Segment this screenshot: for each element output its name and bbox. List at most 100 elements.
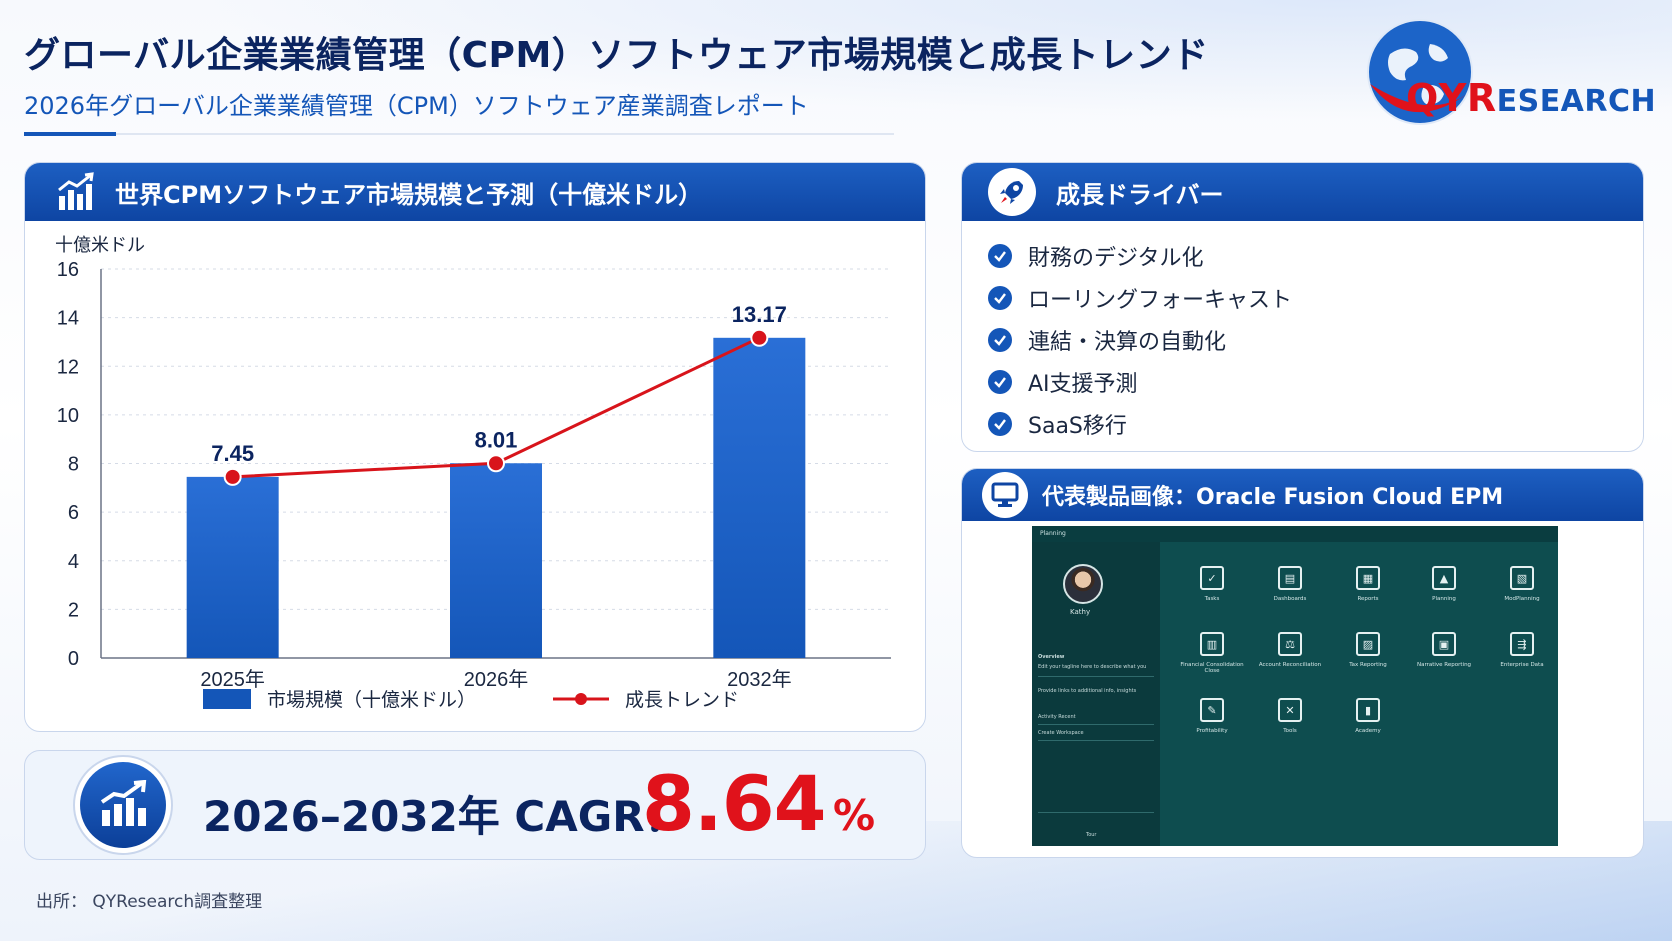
market-size-chart: 十億米ドル 0 2 4 6 8 10 12 14 16 2025年 2026年 2032年 7.45 8.0…	[55, 235, 891, 711]
source-note: 出所： QYResearch調査整理	[36, 892, 263, 912]
trend-point	[487, 454, 505, 473]
module-icon: ⚖	[1278, 632, 1302, 656]
module-icon: ▲	[1432, 566, 1456, 590]
cagr-value: 8.64	[642, 759, 827, 848]
sidebar-divider	[1038, 724, 1154, 725]
module-tile[interactable]: ▮ Academy	[1336, 698, 1400, 734]
cagr-label: 2026–2032年 CAGR：	[203, 792, 687, 841]
module-label: Reports	[1357, 596, 1379, 602]
module-tile[interactable]: ⚖ Account Reconciliation	[1258, 632, 1322, 668]
x-tick-label: 2032年	[727, 668, 792, 691]
module-tile[interactable]: ▦ Reports	[1336, 566, 1400, 602]
y-tick-label: 10	[57, 405, 79, 427]
bar-0	[186, 476, 279, 658]
module-icon: ▦	[1356, 566, 1380, 590]
screenshot-topbar: Planning	[1032, 526, 1558, 542]
module-tile[interactable]: ▣ Narrative Reporting	[1412, 632, 1476, 668]
qyresearch-logo: QYRESEARCH	[1360, 14, 1656, 134]
module-tile[interactable]: ▨ Tax Reporting	[1336, 632, 1400, 668]
module-label: Profitability	[1196, 728, 1228, 734]
oracle-epm-screenshot: Planning Kathy Overview Edit your taglin…	[1032, 526, 1558, 846]
module-label: Dashboards	[1273, 596, 1307, 602]
module-label: Enterprise Data	[1500, 662, 1544, 668]
module-tile[interactable]: ▲ Planning	[1412, 566, 1476, 602]
y-tick-label: 8	[68, 454, 79, 476]
driver-item: SaaS移行	[988, 403, 1292, 445]
module-tile[interactable]: ▧ ModPlanning	[1490, 566, 1554, 602]
module-label: Financial Consolidation Close	[1180, 662, 1244, 674]
module-icon: ✕	[1278, 698, 1302, 722]
legend-bar-swatch	[203, 689, 251, 709]
module-label: ModPlanning	[1504, 596, 1540, 602]
driver-item: 連結・決算の自動化	[988, 319, 1292, 361]
create-workspace: Create Workspace	[1038, 730, 1084, 736]
user-name: Kathy	[1070, 608, 1091, 616]
check-icon	[988, 328, 1012, 352]
x-tick-label: 2026年	[464, 668, 529, 691]
drivers-panel-header: 成長ドライバー	[962, 163, 1643, 221]
links-hint: Provide links to additional info, insigh…	[1038, 688, 1137, 694]
sidebar-divider	[1038, 812, 1154, 813]
module-tile[interactable]: ✕ Tools	[1258, 698, 1322, 734]
module-tile[interactable]: ✓ Tasks	[1180, 566, 1244, 602]
product-panel-header: 代表製品画像：Oracle Fusion Cloud EPM	[962, 469, 1643, 521]
data-label: 13.17	[732, 302, 787, 327]
y-tick-label: 14	[57, 308, 79, 330]
module-icon: ✓	[1200, 566, 1224, 590]
driver-item: 財務のデジタル化	[988, 235, 1292, 277]
legend-line-label: 成長トレンド	[625, 689, 739, 711]
driver-item: AI支援予測	[988, 361, 1292, 403]
page-subtitle: 2026年グローバル企業業績管理（CPM）ソフトウェア産業調査レポート	[24, 92, 809, 120]
driver-label: 連結・決算の自動化	[1028, 330, 1227, 355]
module-tile[interactable]: ✎ Profitability	[1180, 698, 1244, 734]
cagr-unit: %	[833, 791, 876, 840]
user-avatar	[1063, 564, 1103, 604]
tour-label: Tour	[1086, 832, 1097, 838]
header-divider	[24, 133, 894, 135]
data-label: 8.01	[475, 427, 518, 452]
legend-bar-label: 市場規模（十億米ドル）	[267, 689, 476, 711]
header-divider-accent	[24, 132, 116, 136]
trend-point	[223, 467, 242, 486]
rocket-icon	[988, 168, 1036, 216]
sidebar-divider	[1038, 676, 1154, 677]
activity-tabs: Activity Recent	[1038, 714, 1076, 720]
driver-label: SaaS移行	[1028, 414, 1127, 439]
trend-point	[750, 328, 769, 347]
check-icon	[988, 286, 1012, 310]
sidebar-divider	[1038, 740, 1154, 741]
check-icon	[988, 370, 1012, 394]
cagr-panel: 2026–2032年 CAGR： 8.64 %	[24, 750, 926, 860]
bar-chart-trend-icon	[58, 172, 94, 210]
y-tick-label: 16	[57, 259, 79, 281]
y-tick-label: 2	[68, 599, 79, 621]
globe-icon	[1367, 19, 1473, 125]
module-icon: ▨	[1356, 632, 1380, 656]
y-tick-label: 4	[68, 551, 79, 573]
drivers-list: 財務のデジタル化 ローリングフォーキャスト 連結・決算の自動化 AI支援予測 S…	[988, 235, 1292, 445]
module-icon: ⇶	[1510, 632, 1534, 656]
x-tick-label: 2025年	[200, 668, 265, 691]
growth-chart-icon	[73, 755, 173, 855]
product-image-panel: 代表製品画像：Oracle Fusion Cloud EPM Planning …	[961, 468, 1644, 858]
module-tile[interactable]: ▥ Financial Consolidation Close	[1180, 632, 1244, 674]
product-panel-title: 代表製品画像：Oracle Fusion Cloud EPM	[1042, 485, 1504, 510]
check-icon	[988, 412, 1012, 436]
module-tile[interactable]: ⇶ Enterprise Data	[1490, 632, 1554, 668]
market-size-chart-panel: 世界CPMソフトウェア市場規模と予測（十億米ドル） 十億米ドル 0 2 4 6 8 10 12…	[24, 162, 926, 732]
growth-drivers-panel: 成長ドライバー 財務のデジタル化 ローリングフォーキャスト 連結・決算の自動化 …	[961, 162, 1644, 452]
driver-item: ローリングフォーキャスト	[988, 277, 1292, 319]
module-label: Academy	[1355, 728, 1381, 734]
module-icon: ▧	[1510, 566, 1534, 590]
module-icon: ✎	[1200, 698, 1224, 722]
module-tile[interactable]: ▤ Dashboards	[1258, 566, 1322, 602]
module-label: Tax Reporting	[1349, 662, 1387, 668]
module-icon: ▤	[1278, 566, 1302, 590]
overview-hint: Edit your tagline here to describe what …	[1038, 664, 1147, 670]
screenshot-sidebar: Kathy Overview Edit your tagline here to…	[1032, 542, 1160, 846]
bar-2	[713, 337, 806, 658]
y-tick-label: 12	[57, 356, 79, 378]
module-label: Account Reconciliation	[1258, 662, 1322, 668]
module-label: Tasks	[1204, 596, 1220, 602]
logo-wordmark: QYRESEARCH	[1406, 76, 1657, 120]
